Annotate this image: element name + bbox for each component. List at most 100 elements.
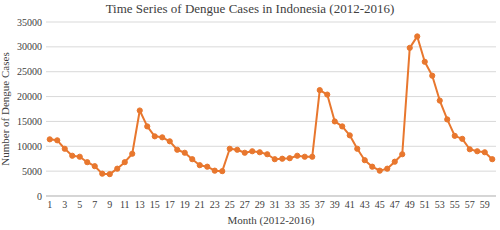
data-point xyxy=(250,149,255,154)
data-point xyxy=(212,168,217,173)
data-point xyxy=(407,45,412,50)
y-tick-label: 0 xyxy=(37,191,42,202)
x-tick-label: 21 xyxy=(195,199,205,210)
grid-line xyxy=(46,96,496,97)
data-point xyxy=(182,150,187,155)
x-tick-label: 49 xyxy=(405,199,415,210)
x-tick-label: 47 xyxy=(390,199,400,210)
x-tick-label: 51 xyxy=(420,199,430,210)
data-point xyxy=(377,168,382,173)
data-point xyxy=(475,149,480,154)
data-point xyxy=(235,147,240,152)
data-point xyxy=(107,172,112,177)
x-tick-label: 19 xyxy=(180,199,190,210)
grid-line xyxy=(46,71,496,72)
data-line xyxy=(50,36,493,174)
data-point xyxy=(272,157,277,162)
x-tick-label: 13 xyxy=(135,199,145,210)
x-tick-label: 23 xyxy=(210,199,220,210)
y-tick-label: 35000 xyxy=(17,17,42,28)
chart-container: 0500010000150002000025000300003500013579… xyxy=(0,0,500,230)
data-point xyxy=(160,135,165,140)
x-tick-label: 29 xyxy=(255,199,265,210)
grid-line xyxy=(46,146,496,147)
data-point xyxy=(415,34,420,39)
x-tick-label: 3 xyxy=(62,199,67,210)
grid-line xyxy=(46,121,496,122)
data-point xyxy=(145,124,150,129)
data-point xyxy=(47,137,52,142)
x-tick-label: 35 xyxy=(300,199,310,210)
x-tick-label: 45 xyxy=(375,199,385,210)
x-tick-label: 9 xyxy=(107,199,112,210)
data-point xyxy=(257,150,262,155)
chart-svg: 0500010000150002000025000300003500013579… xyxy=(0,0,500,230)
x-tick-label: 7 xyxy=(92,199,97,210)
data-point xyxy=(242,150,247,155)
data-point xyxy=(220,169,225,174)
data-point xyxy=(347,133,352,138)
data-point xyxy=(400,152,405,157)
data-point xyxy=(280,156,285,161)
x-tick-label: 53 xyxy=(435,199,445,210)
x-axis-label: Month (2012-2016) xyxy=(227,214,314,227)
x-tick-label: 31 xyxy=(270,199,280,210)
data-point xyxy=(92,164,97,169)
y-tick-label: 15000 xyxy=(17,116,42,127)
data-point xyxy=(467,147,472,152)
y-tick-label: 30000 xyxy=(17,41,42,52)
data-point xyxy=(115,166,120,171)
data-point xyxy=(190,157,195,162)
grid-line xyxy=(46,196,496,197)
x-axis-line xyxy=(46,196,496,197)
data-point xyxy=(340,124,345,129)
data-point xyxy=(445,117,450,122)
data-point xyxy=(355,146,360,151)
data-point xyxy=(175,147,180,152)
data-point xyxy=(422,59,427,64)
y-tick-label: 5000 xyxy=(22,166,42,177)
x-tick-label: 27 xyxy=(240,199,250,210)
data-point xyxy=(152,134,157,139)
x-tick-label: 5 xyxy=(77,199,82,210)
y-tick-label: 10000 xyxy=(17,141,42,152)
plot-area xyxy=(47,34,495,177)
x-tick-label: 59 xyxy=(480,199,490,210)
x-tick-label: 55 xyxy=(450,199,460,210)
x-tick-label: 41 xyxy=(345,199,355,210)
data-point xyxy=(197,163,202,168)
data-point xyxy=(310,154,315,159)
data-point xyxy=(137,108,142,113)
x-tick-label: 57 xyxy=(465,199,475,210)
x-tick-label: 33 xyxy=(285,199,295,210)
x-tick-label: 11 xyxy=(120,199,130,210)
data-point xyxy=(287,156,292,161)
data-point xyxy=(317,88,322,93)
data-point xyxy=(265,152,270,157)
data-point xyxy=(70,153,75,158)
x-tick-label: 37 xyxy=(315,199,325,210)
data-point xyxy=(452,133,457,138)
data-point xyxy=(460,136,465,141)
data-point xyxy=(100,171,105,176)
data-point xyxy=(122,160,127,165)
data-point xyxy=(362,158,367,163)
data-point xyxy=(490,157,495,162)
y-axis-label: Number of Dengue Cases xyxy=(0,52,11,165)
data-point xyxy=(295,153,300,158)
grid-line xyxy=(46,22,496,23)
data-point xyxy=(77,154,82,159)
data-point xyxy=(482,150,487,155)
data-point xyxy=(302,154,307,159)
y-tick-label: 20000 xyxy=(17,91,42,102)
data-point xyxy=(370,164,375,169)
data-point xyxy=(55,138,60,143)
x-tick-label: 1 xyxy=(47,199,52,210)
data-point xyxy=(332,119,337,124)
data-point xyxy=(130,151,135,156)
x-tick-label: 25 xyxy=(225,199,235,210)
data-point xyxy=(325,92,330,97)
x-tick-label: 17 xyxy=(165,199,175,210)
data-point xyxy=(385,166,390,171)
data-point xyxy=(392,159,397,164)
